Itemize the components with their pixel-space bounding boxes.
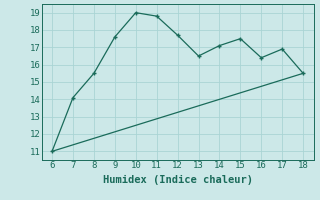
X-axis label: Humidex (Indice chaleur): Humidex (Indice chaleur) bbox=[103, 175, 252, 185]
